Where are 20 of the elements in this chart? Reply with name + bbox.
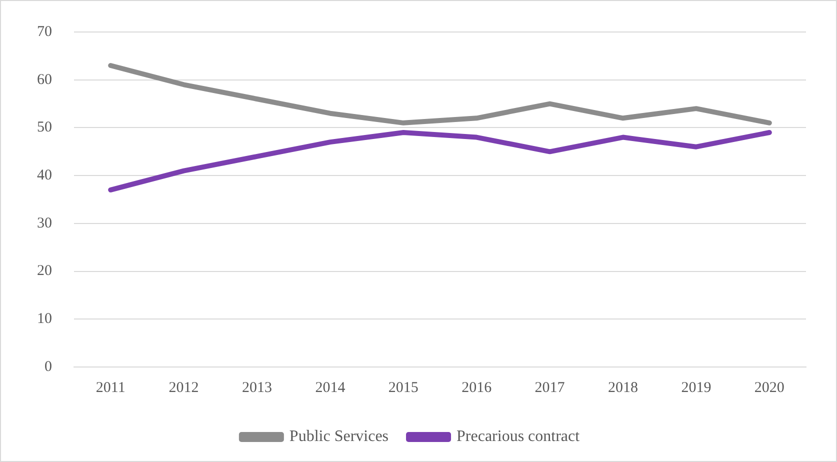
y-tick-label: 0	[44, 358, 52, 375]
x-tick-label: 2017	[534, 380, 566, 396]
legend-label: Public Services	[289, 428, 389, 446]
x-tick-label: 2019	[681, 380, 712, 396]
x-tick-label: 2015	[388, 380, 418, 396]
x-tick-label: 2014	[315, 380, 346, 396]
y-tick-label: 20	[37, 263, 52, 280]
y-tick-label: 50	[37, 120, 52, 136]
x-tick-label: 2018	[608, 380, 638, 396]
x-tick-label: 2013	[242, 380, 272, 396]
x-tick-label: 2016	[462, 380, 492, 396]
x-tick-label: 2012	[168, 380, 199, 396]
y-tick-label: 30	[37, 215, 52, 232]
y-tick-label: 10	[37, 311, 52, 328]
x-tick-label: 2020	[754, 380, 784, 396]
y-tick-label: 70	[37, 24, 52, 40]
legend-label: Precarious contract	[456, 428, 580, 446]
y-tick-label: 40	[37, 168, 52, 184]
x-tick-label: 2011	[96, 380, 126, 396]
y-tick-label: 60	[37, 72, 52, 88]
